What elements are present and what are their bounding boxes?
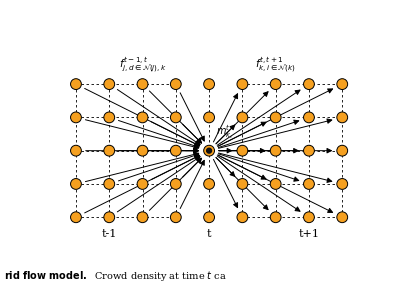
Circle shape	[137, 112, 148, 123]
Circle shape	[104, 79, 115, 90]
Circle shape	[237, 178, 248, 189]
Circle shape	[237, 79, 248, 90]
Circle shape	[337, 112, 348, 123]
Circle shape	[337, 79, 348, 90]
Circle shape	[270, 112, 281, 123]
Circle shape	[270, 178, 281, 189]
Circle shape	[304, 178, 314, 189]
Circle shape	[171, 79, 181, 90]
Circle shape	[137, 145, 148, 156]
Circle shape	[137, 79, 148, 90]
Circle shape	[270, 145, 281, 156]
Circle shape	[71, 212, 81, 223]
Circle shape	[304, 79, 314, 90]
Text: t+1: t+1	[299, 229, 319, 239]
Text: t-1: t-1	[102, 229, 117, 239]
Circle shape	[304, 145, 314, 156]
Circle shape	[137, 212, 148, 223]
Circle shape	[204, 145, 215, 156]
Circle shape	[204, 212, 215, 223]
Circle shape	[71, 178, 81, 189]
Circle shape	[71, 112, 81, 123]
Circle shape	[304, 212, 314, 223]
Circle shape	[270, 79, 281, 90]
Circle shape	[270, 212, 281, 223]
Circle shape	[337, 212, 348, 223]
Circle shape	[104, 145, 115, 156]
Circle shape	[237, 212, 248, 223]
Text: $f^{t-1,t}_{j,d\in\mathcal{N}(j),k}$: $f^{t-1,t}_{j,d\in\mathcal{N}(j),k}$	[119, 55, 166, 74]
Circle shape	[171, 112, 181, 123]
Circle shape	[237, 145, 248, 156]
Text: $\mathbf{rid\ flow\ model.}$  Crowd density at time $t$ ca: $\mathbf{rid\ flow\ model.}$ Crowd densi…	[4, 269, 227, 283]
Circle shape	[207, 148, 211, 153]
Text: t: t	[207, 229, 211, 239]
Circle shape	[237, 112, 248, 123]
Circle shape	[71, 79, 81, 90]
Text: $m^t_{k,}$: $m^t_{k,}$	[216, 124, 233, 142]
Text: $f^{t,t+1}_{k,i\in\mathcal{N}(k)}$: $f^{t,t+1}_{k,i\in\mathcal{N}(k)}$	[255, 55, 296, 74]
Circle shape	[337, 145, 348, 156]
Circle shape	[304, 112, 314, 123]
Circle shape	[137, 178, 148, 189]
Circle shape	[337, 178, 348, 189]
Circle shape	[204, 79, 215, 90]
Circle shape	[204, 112, 215, 123]
Circle shape	[104, 212, 115, 223]
Circle shape	[71, 145, 81, 156]
Circle shape	[171, 212, 181, 223]
Circle shape	[104, 178, 115, 189]
Circle shape	[104, 112, 115, 123]
Circle shape	[204, 178, 215, 189]
Circle shape	[171, 145, 181, 156]
Circle shape	[171, 178, 181, 189]
